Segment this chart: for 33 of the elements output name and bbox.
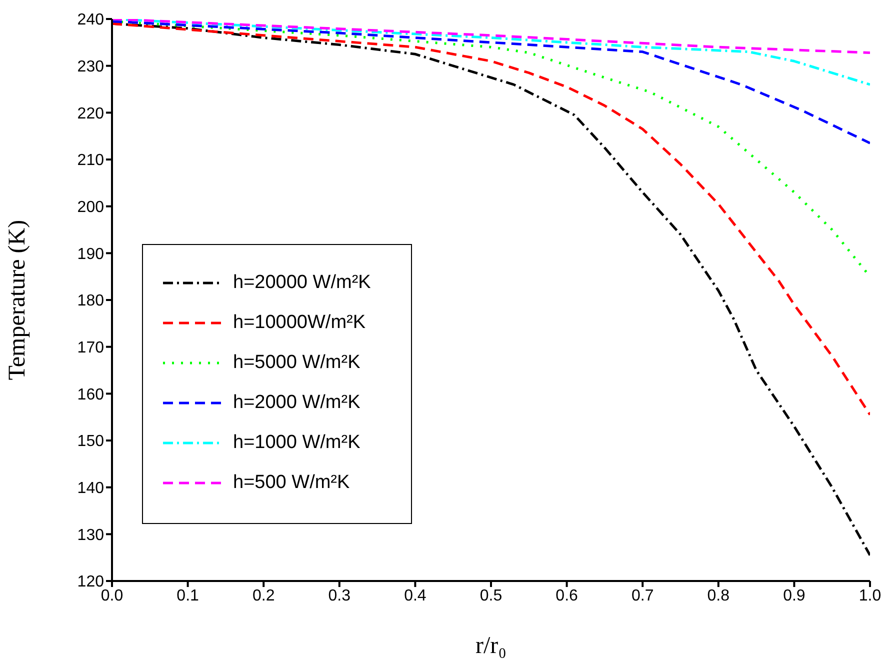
y-tick-label: 210	[77, 152, 104, 170]
x-tick-label: 0.8	[707, 587, 730, 604]
legend-label: h=10000W/m²K	[233, 312, 366, 334]
y-tick-label: 230	[77, 58, 104, 76]
x-tick-label: 0.6	[556, 587, 578, 604]
line-series	[112, 19, 870, 54]
line-series	[112, 22, 870, 416]
y-tick-label: 140	[77, 480, 104, 498]
legend-label: h=500 W/m²K	[233, 472, 350, 494]
y-tick-label: 130	[77, 526, 104, 544]
y-tick-label: 170	[77, 340, 104, 357]
x-tick-label: 0.1	[176, 587, 200, 604]
x-tick-label: 0.2	[252, 587, 275, 604]
x-tick-label: 0.3	[328, 587, 351, 604]
y-tick-label: 200	[77, 199, 104, 216]
legend-label: h=1000 W/m²K	[233, 432, 360, 454]
x-tick-label: 0.4	[404, 587, 426, 604]
x-tick-label: 0.9	[783, 587, 806, 604]
y-axis-title: Temperature (K)	[4, 220, 31, 380]
y-tick-label: 180	[77, 292, 104, 310]
x-tick-label: 1.0	[858, 587, 882, 604]
legend-label: h=5000 W/m²K	[233, 352, 360, 374]
y-tick-label: 190	[77, 246, 104, 263]
x-tick-label: 0.5	[480, 587, 502, 604]
y-tick-label: 240	[77, 12, 104, 29]
legend-label: h=2000 W/m²K	[233, 392, 360, 414]
x-tick-label: 0.7	[631, 587, 654, 604]
y-tick-label: 220	[77, 105, 104, 122]
x-axis-title: r/r₀	[475, 633, 507, 659]
legend-label: h=20000 W/m²K	[233, 272, 371, 294]
y-tick-label: 160	[77, 386, 104, 404]
y-tick-label: 150	[77, 433, 104, 450]
line-series	[112, 20, 870, 144]
